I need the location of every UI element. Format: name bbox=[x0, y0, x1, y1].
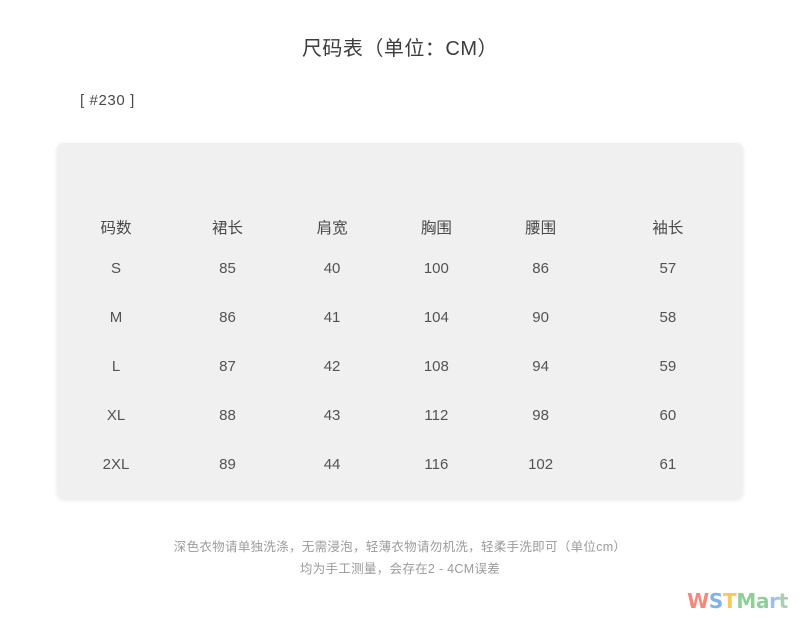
cell-waist: 102 bbox=[528, 456, 554, 473]
column-header-sleeve: 袖长 bbox=[652, 220, 684, 237]
product-code-label: [ #230 ] bbox=[80, 92, 135, 109]
cell-skirt-length: 89 bbox=[219, 456, 236, 473]
cell-sleeve: 59 bbox=[659, 358, 677, 375]
watermark-letter-m: M bbox=[736, 589, 756, 613]
cell-bust: 116 bbox=[424, 456, 449, 473]
column-header-skirt-length: 裙长 bbox=[211, 220, 243, 237]
page-title: 尺码表（单位：CM） bbox=[301, 38, 499, 60]
cell-shoulder: 42 bbox=[323, 358, 341, 375]
cell-sleeve: 60 bbox=[659, 407, 677, 424]
cell-waist: 98 bbox=[532, 407, 549, 424]
cell-shoulder: 43 bbox=[323, 407, 341, 424]
cell-waist: 90 bbox=[532, 309, 549, 326]
column-header-shoulder: 肩宽 bbox=[316, 220, 348, 237]
cell-skirt-length: 85 bbox=[219, 260, 236, 277]
column-header-bust: 胸围 bbox=[420, 220, 452, 237]
cell-sleeve: 58 bbox=[659, 309, 677, 326]
cell-size: L bbox=[111, 358, 121, 375]
watermark-letter-t2: t bbox=[778, 589, 789, 613]
footer-notes: 深色衣物请单独洗涤，无需浸泡，轻薄衣物请勿机洗，轻柔手洗即可（单位cm） 均为手… bbox=[0, 536, 800, 580]
cell-shoulder: 41 bbox=[323, 309, 341, 326]
column-header-size: 码数 bbox=[100, 220, 132, 237]
watermark-letter-a: a bbox=[755, 589, 770, 613]
cell-bust: 104 bbox=[423, 309, 449, 326]
cell-bust: 108 bbox=[423, 358, 449, 375]
cell-skirt-length: 87 bbox=[219, 358, 236, 375]
watermark-letter-s: S bbox=[708, 589, 723, 613]
watermark-letter-w: W bbox=[687, 589, 709, 613]
table-header-row: 码数 裙长 肩宽 胸围 腰围 袖长 bbox=[57, 143, 743, 244]
table-row: 2XL 89 44 116 102 61 bbox=[57, 440, 743, 489]
cell-shoulder: 44 bbox=[323, 456, 341, 473]
cell-size: S bbox=[110, 260, 121, 277]
column-header-waist: 腰围 bbox=[525, 220, 557, 237]
table-row: M 86 41 104 90 58 bbox=[57, 293, 743, 342]
cell-size: XL bbox=[106, 407, 126, 424]
cell-waist: 86 bbox=[532, 260, 549, 277]
footer-note-measurement: 均为手工测量，会存在2 - 4CM误差 bbox=[299, 562, 501, 576]
table-row: L 87 42 108 94 59 bbox=[57, 342, 743, 391]
table-row: XL 88 43 112 98 60 bbox=[57, 391, 743, 440]
cell-size: M bbox=[109, 309, 123, 326]
size-chart-table: 码数 裙长 肩宽 胸围 腰围 袖长 S 85 40 100 86 57 M 86… bbox=[57, 143, 743, 489]
wstmart-watermark: WSTMart bbox=[687, 589, 788, 613]
cell-bust: 112 bbox=[424, 407, 449, 424]
cell-skirt-length: 86 bbox=[219, 309, 236, 326]
cell-shoulder: 40 bbox=[323, 260, 341, 277]
cell-sleeve: 57 bbox=[659, 260, 677, 277]
cell-skirt-length: 88 bbox=[219, 407, 236, 424]
watermark-letter-r: r bbox=[769, 589, 779, 613]
watermark-letter-t: T bbox=[723, 589, 737, 613]
size-chart-card: 码数 裙长 肩宽 胸围 腰围 袖长 S 85 40 100 86 57 M 86… bbox=[57, 143, 743, 499]
cell-bust: 100 bbox=[423, 260, 449, 277]
cell-size: 2XL bbox=[102, 456, 130, 473]
table-row: S 85 40 100 86 57 bbox=[57, 244, 743, 293]
cell-waist: 94 bbox=[532, 358, 549, 375]
cell-sleeve: 61 bbox=[659, 456, 677, 473]
footer-note-washing: 深色衣物请单独洗涤，无需浸泡，轻薄衣物请勿机洗，轻柔手洗即可（单位cm） bbox=[173, 540, 627, 554]
